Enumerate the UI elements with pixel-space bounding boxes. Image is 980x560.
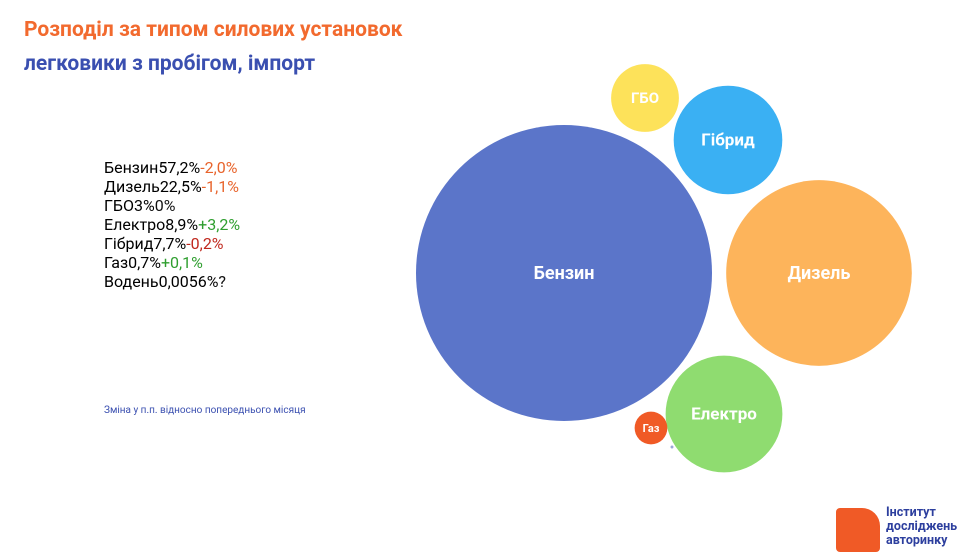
legend-change: -0,2% xyxy=(186,234,224,253)
bubble-label: ГБО xyxy=(631,89,659,107)
legend-row: ГБО3%0% xyxy=(104,196,240,215)
legend-name: Електро xyxy=(104,215,166,234)
logo-line: авторинку xyxy=(886,533,948,548)
legend-change: ? xyxy=(218,272,226,291)
legend-row: Бензин57,2%-2,0% xyxy=(104,158,240,177)
bubble xyxy=(726,180,912,366)
bubble xyxy=(416,125,712,421)
legend-row: Дизель22,5%-1,1% xyxy=(104,177,240,196)
legend-name: Газ xyxy=(104,253,129,272)
legend-change: +0,1% xyxy=(160,253,203,272)
legend-value: 22,5% xyxy=(159,177,202,196)
note: Зміна у п.п. відносно попереднього місяц… xyxy=(104,405,306,416)
legend-value: 57,2% xyxy=(158,158,201,177)
logo-line: досліджень xyxy=(886,519,958,534)
bubble-label: Електро xyxy=(691,404,757,424)
legend-change: -1,1% xyxy=(201,177,239,196)
legend-name: Гібрид xyxy=(104,234,154,253)
bubble xyxy=(670,445,674,449)
legend-row: Гібрид7,7%-0,2% xyxy=(104,234,240,253)
legend-change: -2,0% xyxy=(200,158,238,177)
legend: Бензин57,2%-2,0% Дизель22,5%-1,1% ГБО3%0% Е… xyxy=(104,158,240,291)
bubble xyxy=(634,411,668,445)
logo-line: Інститут xyxy=(886,505,936,520)
chart-title: Розподіл за типом силових установок xyxy=(24,18,403,42)
bubble xyxy=(665,355,783,473)
legend-name: Водень xyxy=(104,272,159,291)
chart-subtitle: легковики з пробігом, імпорт xyxy=(24,52,316,76)
legend-value: 7,7% xyxy=(153,234,187,253)
bubble-label: Дизель xyxy=(788,263,851,284)
legend-row: Електро8,9%+3,2% xyxy=(104,215,240,234)
legend-name: Дизель xyxy=(104,177,160,196)
bubble-label: Бензин xyxy=(534,263,595,284)
legend-row: Газ0,7%+0,1% xyxy=(104,253,240,272)
legend-name: Бензин xyxy=(104,158,159,177)
logo-mark xyxy=(836,508,880,552)
legend-value: 8,9% xyxy=(165,215,199,234)
bubble-label: Газ xyxy=(643,422,660,435)
bubble xyxy=(611,64,679,132)
legend-value: 0,0056% xyxy=(158,272,219,291)
bubble-label: Гібрид xyxy=(701,130,755,150)
legend-value: 3% xyxy=(134,196,155,215)
legend-change: 0% xyxy=(154,196,176,215)
legend-name: ГБО xyxy=(104,196,134,215)
logo: Інститут досліджень авторинку xyxy=(886,506,957,548)
legend-value: 0,7% xyxy=(128,253,161,272)
legend-row: Водень0,0056%? xyxy=(104,272,240,291)
bubble xyxy=(673,85,783,195)
legend-change: +3,2% xyxy=(198,215,241,234)
